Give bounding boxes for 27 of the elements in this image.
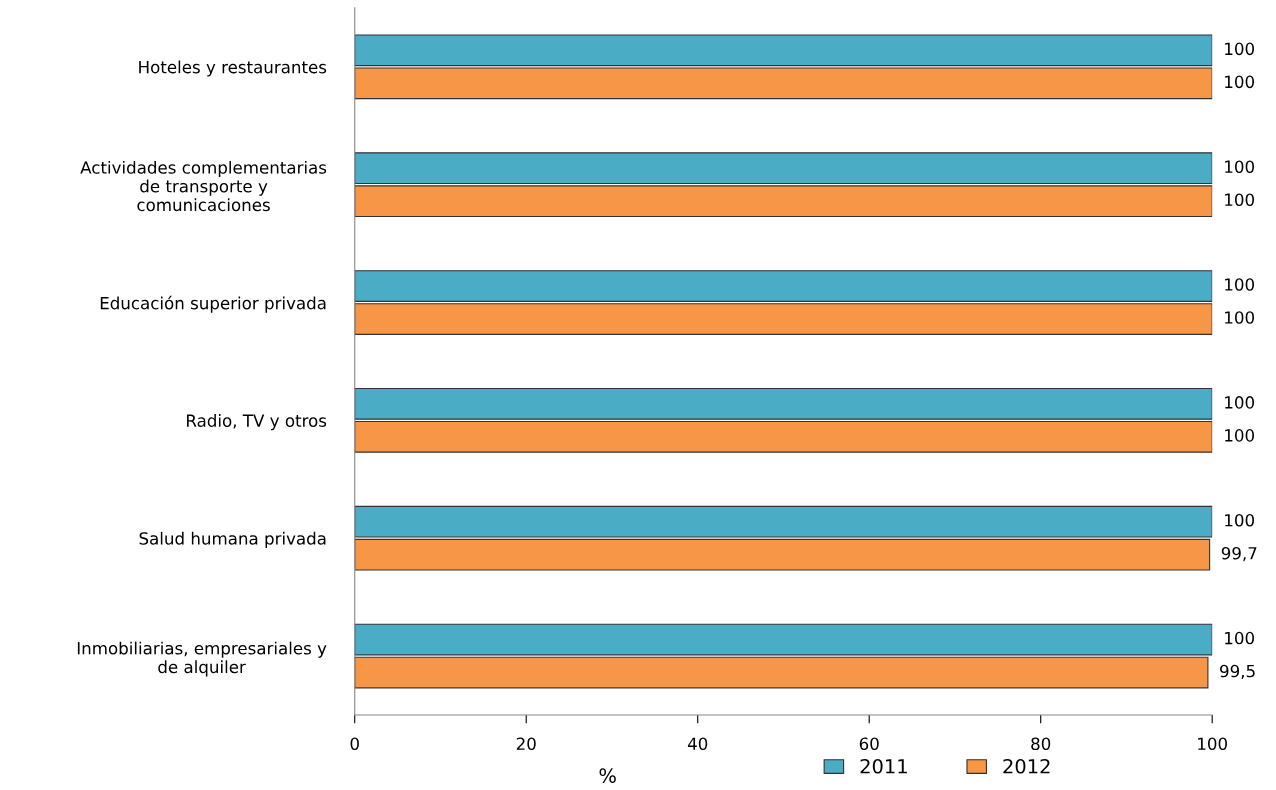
- x-tick-label: 40: [687, 737, 708, 751]
- x-tick-label: 0: [350, 737, 359, 751]
- data-label: 100: [1225, 429, 1255, 442]
- data-label: 100: [1225, 42, 1255, 56]
- data-label: 100: [1225, 396, 1255, 409]
- data-label: 100: [1225, 311, 1255, 324]
- y-tick-label: Radio, TV y otros: [187, 414, 327, 431]
- y-tick-label: Actividades complementarias de transporte y comunicaciones: [80, 160, 327, 212]
- data-label: 99,7: [1221, 546, 1257, 562]
- legend-label: 2012: [1003, 758, 1050, 774]
- data-label: 100: [1225, 75, 1255, 89]
- y-tick-label: Hoteles y restaurantes: [139, 60, 327, 77]
- data-label: 99,5: [1220, 664, 1255, 680]
- y-tick-label: Educación superior privada: [100, 295, 326, 313]
- data-label: 100: [1225, 278, 1255, 291]
- x-tick-label: 20: [516, 737, 536, 751]
- y-tick-label: Inmobiliarias, empresariales y de alquiler: [77, 641, 327, 677]
- data-label: 100: [1225, 193, 1255, 206]
- x-tick-label: 80: [1031, 737, 1051, 751]
- x-tick-label: 60: [859, 737, 879, 751]
- data-label: 100: [1225, 160, 1255, 173]
- data-label: 100: [1225, 631, 1255, 645]
- y-tick-label: Salud humana privada: [139, 531, 326, 548]
- x-axis-title: %: [599, 768, 616, 784]
- legend-label: 2011: [860, 758, 907, 774]
- data-label: 100: [1225, 513, 1255, 527]
- x-tick-label: 100: [1198, 737, 1227, 751]
